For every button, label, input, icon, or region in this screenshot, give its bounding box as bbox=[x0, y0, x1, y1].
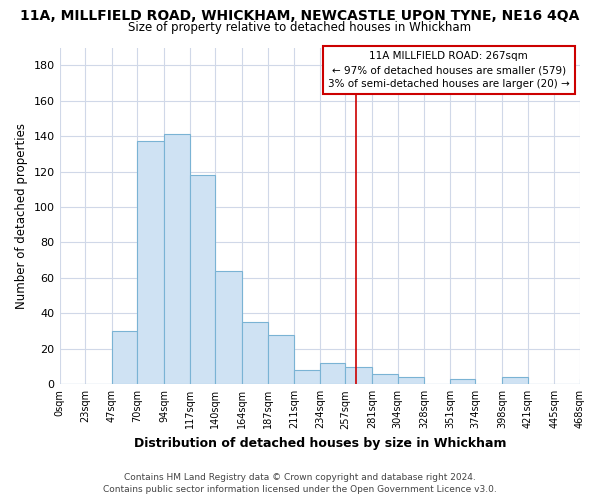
Bar bbox=[190, 175, 215, 384]
Text: 11A, MILLFIELD ROAD, WHICKHAM, NEWCASTLE UPON TYNE, NE16 4QA: 11A, MILLFIELD ROAD, WHICKHAM, NEWCASTLE… bbox=[20, 9, 580, 23]
Bar bbox=[268, 334, 294, 384]
Bar bbox=[242, 322, 268, 384]
Bar bbox=[502, 377, 528, 384]
Y-axis label: Number of detached properties: Number of detached properties bbox=[15, 123, 28, 309]
Text: Contains HM Land Registry data © Crown copyright and database right 2024.
Contai: Contains HM Land Registry data © Crown c… bbox=[103, 472, 497, 494]
Bar bbox=[215, 271, 242, 384]
Bar bbox=[450, 379, 475, 384]
Bar bbox=[372, 374, 398, 384]
Text: 11A MILLFIELD ROAD: 267sqm
← 97% of detached houses are smaller (579)
3% of semi: 11A MILLFIELD ROAD: 267sqm ← 97% of deta… bbox=[328, 51, 569, 89]
Text: Size of property relative to detached houses in Whickham: Size of property relative to detached ho… bbox=[128, 21, 472, 34]
Bar bbox=[320, 363, 346, 384]
Bar bbox=[112, 331, 137, 384]
X-axis label: Distribution of detached houses by size in Whickham: Distribution of detached houses by size … bbox=[134, 437, 506, 450]
Bar bbox=[294, 370, 320, 384]
Bar bbox=[137, 142, 164, 384]
Bar bbox=[164, 134, 190, 384]
Bar bbox=[398, 377, 424, 384]
Bar bbox=[346, 366, 372, 384]
Bar bbox=[580, 379, 600, 384]
